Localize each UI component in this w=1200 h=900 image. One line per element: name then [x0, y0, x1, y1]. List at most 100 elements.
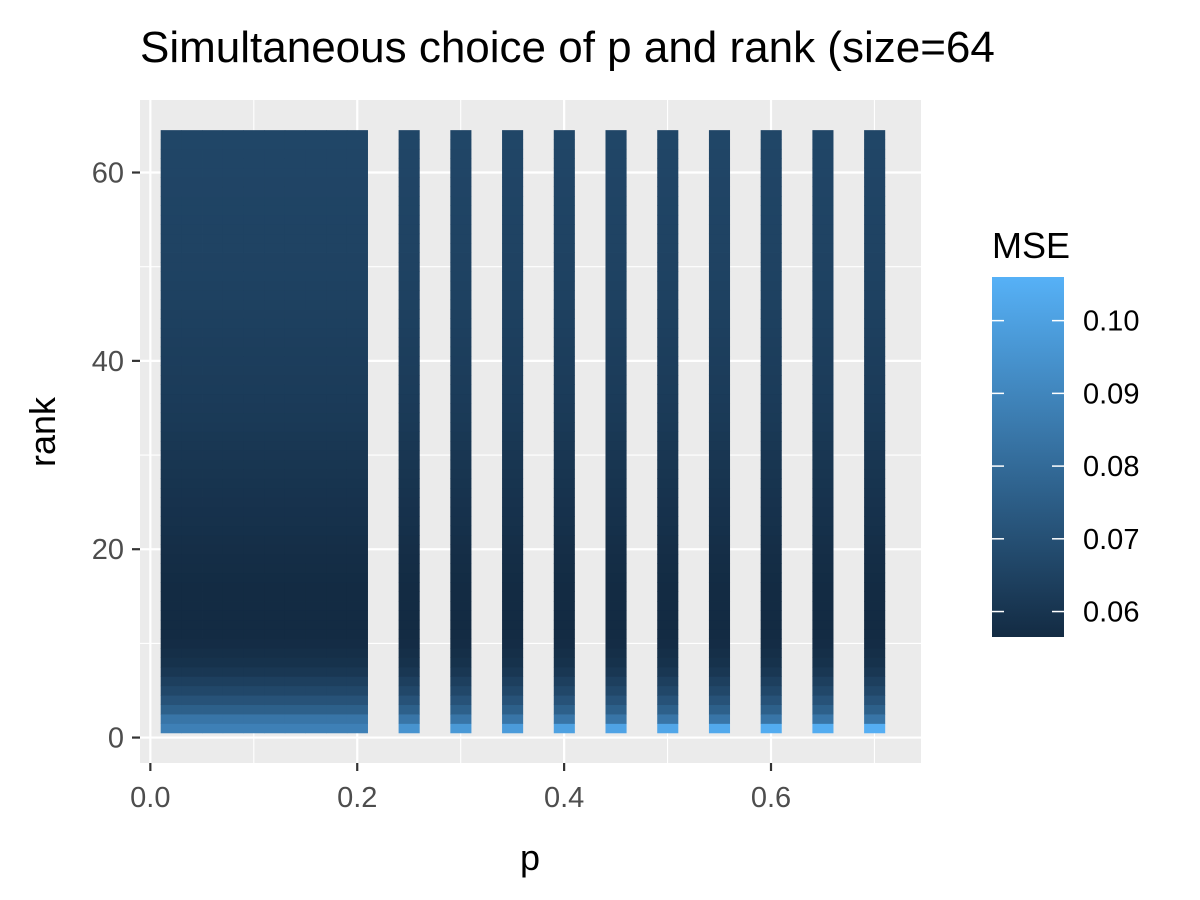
heatmap-tile — [264, 271, 286, 282]
heatmap-tile — [812, 318, 834, 329]
heatmap-tile — [760, 591, 782, 602]
heatmap-tile — [553, 619, 575, 630]
heatmap-tile — [398, 158, 420, 169]
heatmap-tile — [264, 516, 286, 527]
heatmap-tile — [222, 648, 244, 658]
heatmap-tile — [553, 666, 575, 677]
heatmap-tile — [708, 553, 731, 564]
heatmap-tile — [605, 139, 627, 150]
heatmap-tile — [553, 591, 575, 602]
heatmap-tile — [202, 290, 224, 301]
heatmap-tile — [812, 186, 834, 197]
heatmap-tile — [760, 233, 782, 244]
heatmap-tile — [398, 167, 420, 178]
heatmap-tile — [222, 412, 244, 423]
heatmap-tile — [346, 148, 368, 159]
heatmap-tile — [222, 431, 244, 442]
heatmap-tile — [812, 271, 834, 282]
heatmap-tile — [605, 553, 627, 564]
heatmap-tile — [812, 685, 834, 696]
heatmap-tile — [181, 516, 203, 527]
heatmap-tile — [222, 271, 244, 282]
heatmap-tile — [553, 412, 575, 423]
heatmap-tile — [708, 233, 731, 244]
heatmap-tile — [222, 704, 244, 715]
heatmap-tile — [284, 337, 306, 348]
heatmap-tile — [284, 224, 306, 235]
heatmap-tile — [502, 318, 524, 329]
heatmap-tile — [760, 309, 782, 319]
heatmap-tile — [326, 422, 348, 432]
heatmap-tile — [708, 619, 731, 630]
heatmap-tile — [243, 374, 265, 385]
heatmap-tile — [760, 459, 782, 470]
heatmap-tile — [502, 601, 524, 611]
heatmap-tile — [160, 469, 182, 479]
heatmap-tile — [398, 525, 420, 536]
heatmap-tile — [305, 261, 327, 272]
heatmap-tile — [553, 243, 575, 253]
heatmap-tile — [502, 619, 524, 630]
heatmap-tile — [305, 469, 327, 479]
heatmap-tile — [346, 431, 368, 442]
y-tick-label: 40 — [92, 346, 124, 378]
heatmap-tile — [605, 365, 627, 376]
y-tick-label: 0 — [108, 723, 124, 755]
heatmap-tile — [264, 582, 286, 592]
heatmap-tile — [264, 723, 286, 734]
heatmap-tile — [160, 506, 182, 517]
heatmap-tile — [657, 459, 679, 470]
heatmap-tile — [222, 535, 244, 545]
heatmap-tile — [202, 478, 224, 489]
heatmap-tile — [243, 337, 265, 348]
heatmap-tile — [346, 224, 368, 235]
heatmap-tile — [864, 346, 886, 357]
heatmap-tile — [398, 318, 420, 329]
heatmap-tile — [181, 563, 203, 574]
heatmap-tile — [553, 525, 575, 536]
heatmap-tile — [502, 186, 524, 197]
heatmap-tile — [398, 666, 420, 677]
heatmap-tile — [760, 516, 782, 527]
heatmap-tile — [657, 450, 679, 461]
heatmap-tile — [284, 516, 306, 527]
heatmap-tile — [708, 506, 731, 517]
heatmap-tile — [760, 497, 782, 508]
heatmap-tile — [708, 582, 731, 592]
heatmap-tile — [284, 535, 306, 545]
heatmap-tile — [812, 506, 834, 517]
heatmap-tile — [553, 497, 575, 508]
heatmap-tile — [160, 139, 182, 150]
heatmap-tile — [181, 356, 203, 366]
heatmap-tile — [450, 167, 472, 178]
heatmap-tile — [284, 714, 306, 724]
heatmap-tile — [812, 214, 834, 225]
heatmap-tile — [398, 459, 420, 470]
heatmap-tile — [181, 130, 203, 140]
heatmap-tile — [284, 130, 306, 140]
heatmap-tile — [264, 365, 286, 376]
legend-label: 0.07 — [1083, 524, 1139, 556]
heatmap-tile — [657, 657, 679, 668]
heatmap-tile — [812, 177, 834, 188]
heatmap-tile — [202, 337, 224, 348]
heatmap-tile — [243, 393, 265, 404]
heatmap-tile — [708, 535, 731, 545]
heatmap-tile — [553, 403, 575, 414]
heatmap-tile — [812, 393, 834, 404]
heatmap-tile — [160, 271, 182, 282]
heatmap-tile — [202, 318, 224, 329]
heatmap-tile — [264, 488, 286, 498]
heatmap-tile — [346, 374, 368, 385]
heatmap-tile — [305, 516, 327, 527]
heatmap-tile — [284, 280, 306, 291]
heatmap-tile — [657, 167, 679, 178]
heatmap-tile — [160, 309, 182, 319]
heatmap-tile — [202, 224, 224, 235]
heatmap-tile — [708, 299, 731, 310]
heatmap-tile — [657, 393, 679, 404]
heatmap-tile — [398, 723, 420, 734]
heatmap-tile — [243, 139, 265, 150]
heatmap-tile — [202, 469, 224, 479]
heatmap-tile — [502, 337, 524, 348]
